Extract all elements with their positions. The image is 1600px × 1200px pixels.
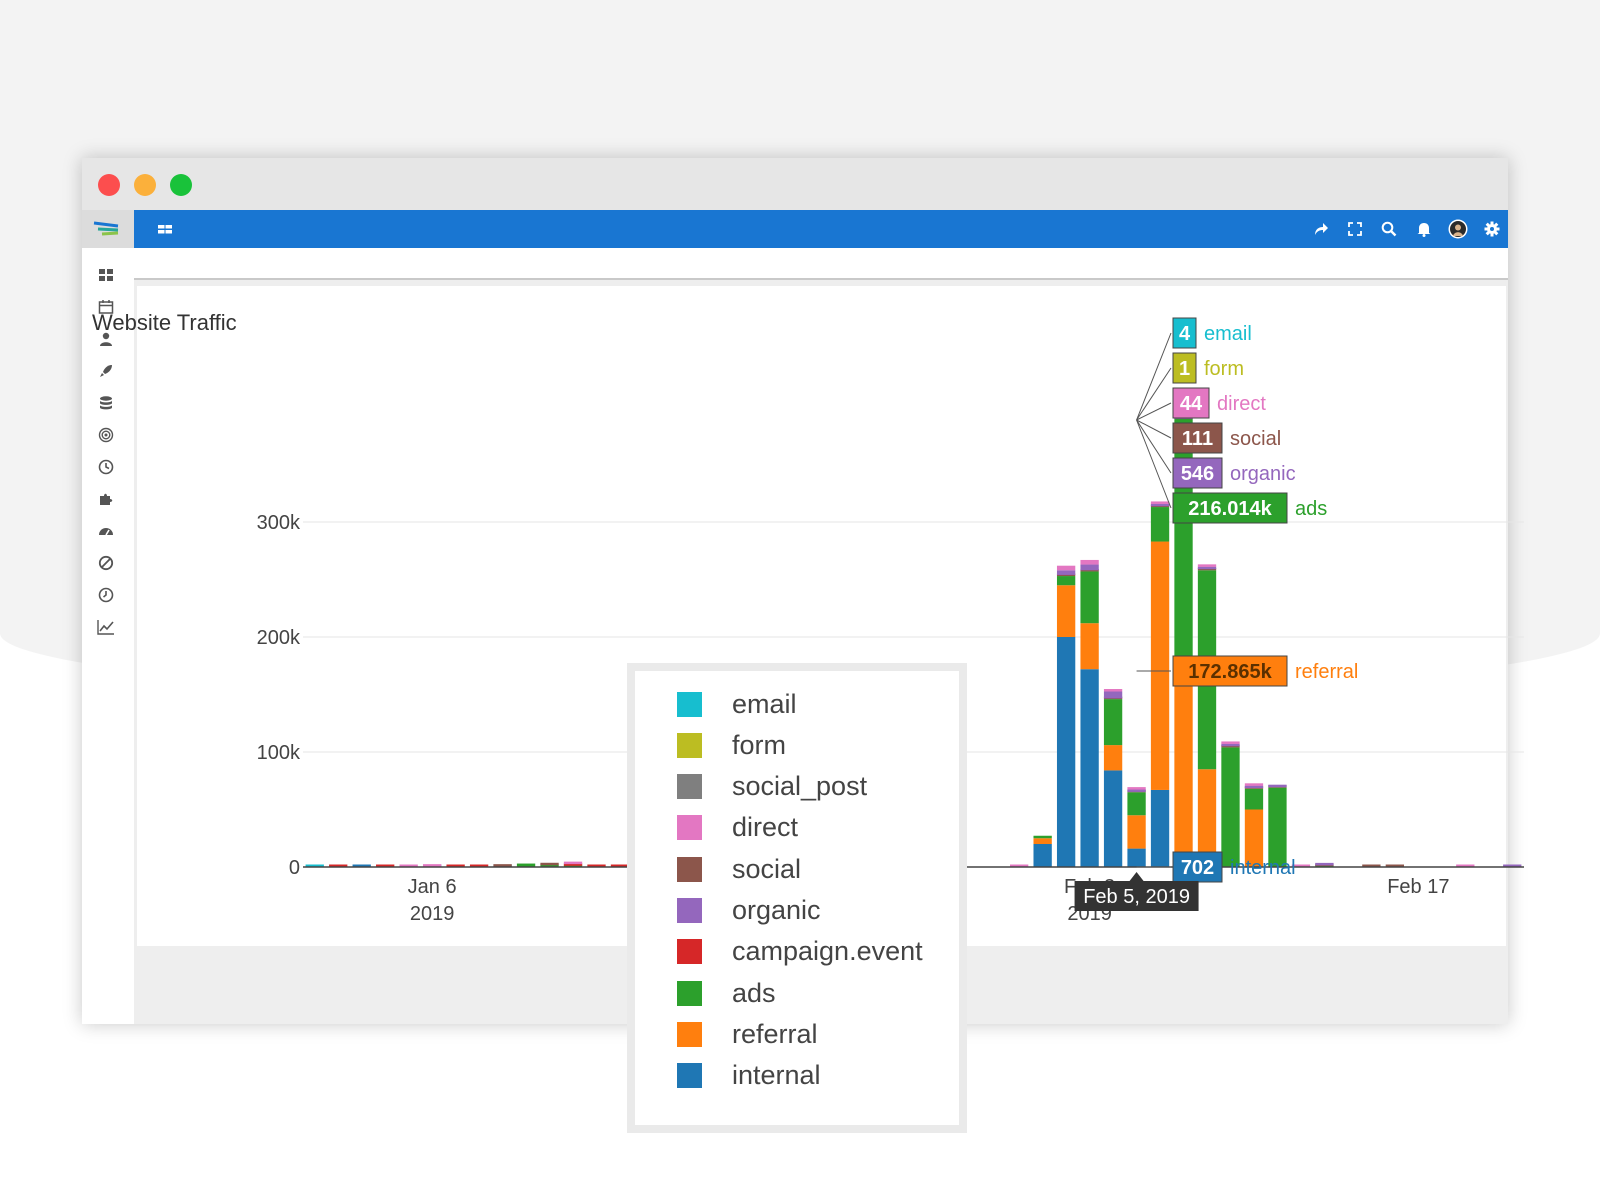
legend-label: social — [732, 853, 802, 884]
target-icon[interactable] — [95, 424, 117, 446]
legend-label: referral — [732, 1018, 818, 1049]
legend-item[interactable]: social_post — [677, 771, 868, 802]
close-window-button[interactable] — [98, 174, 120, 196]
legend-swatch — [677, 815, 702, 841]
legend-swatch — [677, 732, 702, 758]
legend-item[interactable]: internal — [677, 1060, 821, 1091]
logo-icon — [93, 221, 119, 236]
app-logo[interactable] — [82, 210, 134, 248]
legend-swatch — [677, 691, 702, 717]
main-content — [134, 280, 1508, 1024]
avatar[interactable] — [1447, 218, 1469, 240]
toolbar-strip — [134, 248, 1508, 280]
legend-item[interactable]: direct — [677, 812, 799, 843]
dashboard-icon[interactable] — [95, 264, 117, 286]
sidebar — [82, 210, 135, 1024]
legend-item[interactable]: ads — [677, 978, 776, 1008]
share-icon[interactable] — [1310, 218, 1332, 240]
legend-swatch — [677, 1063, 702, 1089]
legend-label: organic — [732, 895, 821, 925]
browser-window — [82, 158, 1508, 1024]
legend-swatch — [677, 856, 702, 882]
legend-swatch — [677, 939, 702, 965]
chart-title: Website Traffic — [92, 310, 237, 335]
calendar-icon[interactable] — [95, 296, 117, 318]
legend-item[interactable]: form — [677, 730, 786, 760]
bell-icon[interactable] — [1413, 218, 1435, 240]
rocket-icon[interactable] — [95, 360, 117, 382]
legend-label: ads — [732, 977, 776, 1008]
maximize-window-button[interactable] — [170, 174, 192, 196]
legend-label: campaign.event — [732, 936, 923, 967]
legend-label: internal — [732, 1060, 821, 1091]
legend-item[interactable]: organic — [677, 895, 821, 926]
legend-label: form — [732, 729, 786, 760]
legend-swatch — [677, 1021, 702, 1047]
legend-label: direct — [732, 812, 799, 843]
top-navbar — [134, 210, 1508, 248]
fullscreen-icon[interactable] — [1344, 218, 1366, 240]
ban-icon[interactable] — [95, 552, 117, 574]
menu-icon[interactable] — [154, 218, 176, 240]
user-icon[interactable] — [95, 328, 117, 350]
puzzle-icon[interactable] — [95, 488, 117, 510]
window-titlebar — [82, 158, 1508, 210]
clock-icon[interactable] — [95, 456, 117, 478]
legend-swatch — [677, 774, 702, 800]
search-icon[interactable] — [1378, 218, 1400, 240]
legend-item[interactable]: email — [677, 689, 797, 719]
legend-label: social_post — [732, 771, 868, 802]
gauge-icon[interactable] — [95, 520, 117, 542]
line-chart-icon[interactable] — [95, 616, 117, 638]
minimize-window-button[interactable] — [134, 174, 156, 196]
legend-label: email — [732, 688, 797, 719]
legend-swatch — [677, 980, 702, 1006]
legend-swatch — [677, 898, 702, 923]
legend-item[interactable]: referral — [677, 1019, 818, 1049]
history-icon[interactable] — [95, 584, 117, 606]
gear-icon[interactable] — [1481, 218, 1503, 240]
database-icon[interactable] — [95, 392, 117, 414]
legend-item[interactable]: campaign.event — [677, 936, 923, 967]
legend-item[interactable]: social — [677, 854, 801, 884]
